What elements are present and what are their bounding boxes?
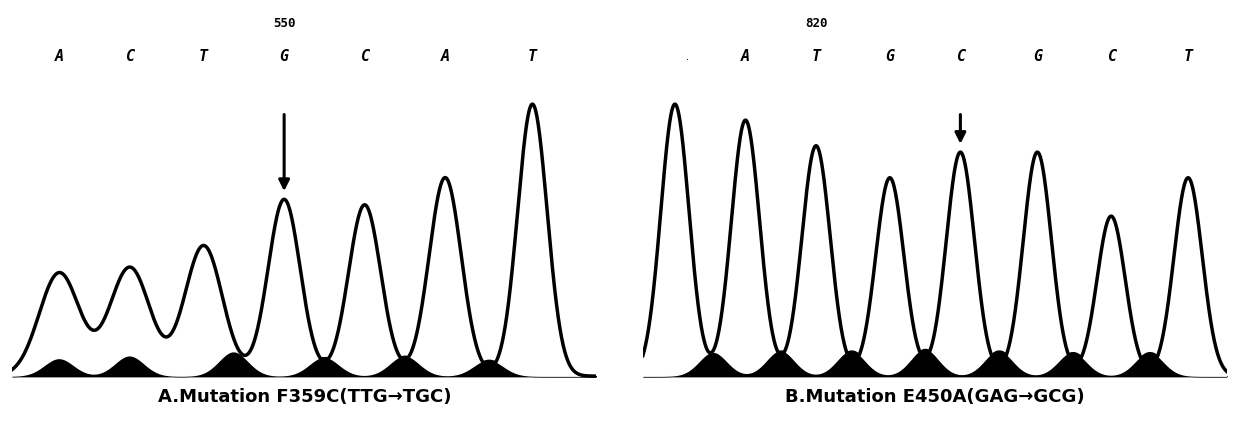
Text: G: G <box>1033 49 1042 64</box>
Text: A: A <box>55 49 64 64</box>
Text: A: A <box>741 49 750 64</box>
Text: C: C <box>125 49 134 64</box>
Text: T: T <box>1183 49 1193 64</box>
Text: G: G <box>885 49 895 64</box>
Text: .: . <box>686 52 689 62</box>
Text: A: A <box>441 49 450 64</box>
Text: T: T <box>528 49 536 64</box>
Text: B.Mutation E450A(GAG→GCG): B.Mutation E450A(GAG→GCG) <box>786 388 1084 406</box>
Text: G: G <box>280 49 289 64</box>
Text: 550: 550 <box>273 17 295 30</box>
Text: 820: 820 <box>805 17 828 30</box>
Text: C: C <box>1106 49 1115 64</box>
Text: T: T <box>199 49 208 64</box>
Text: T: T <box>812 49 820 64</box>
Text: C: C <box>955 49 965 64</box>
Text: C: C <box>361 49 369 64</box>
Text: A.Mutation F359C(TTG→TGC): A.Mutation F359C(TTG→TGC) <box>157 388 451 406</box>
